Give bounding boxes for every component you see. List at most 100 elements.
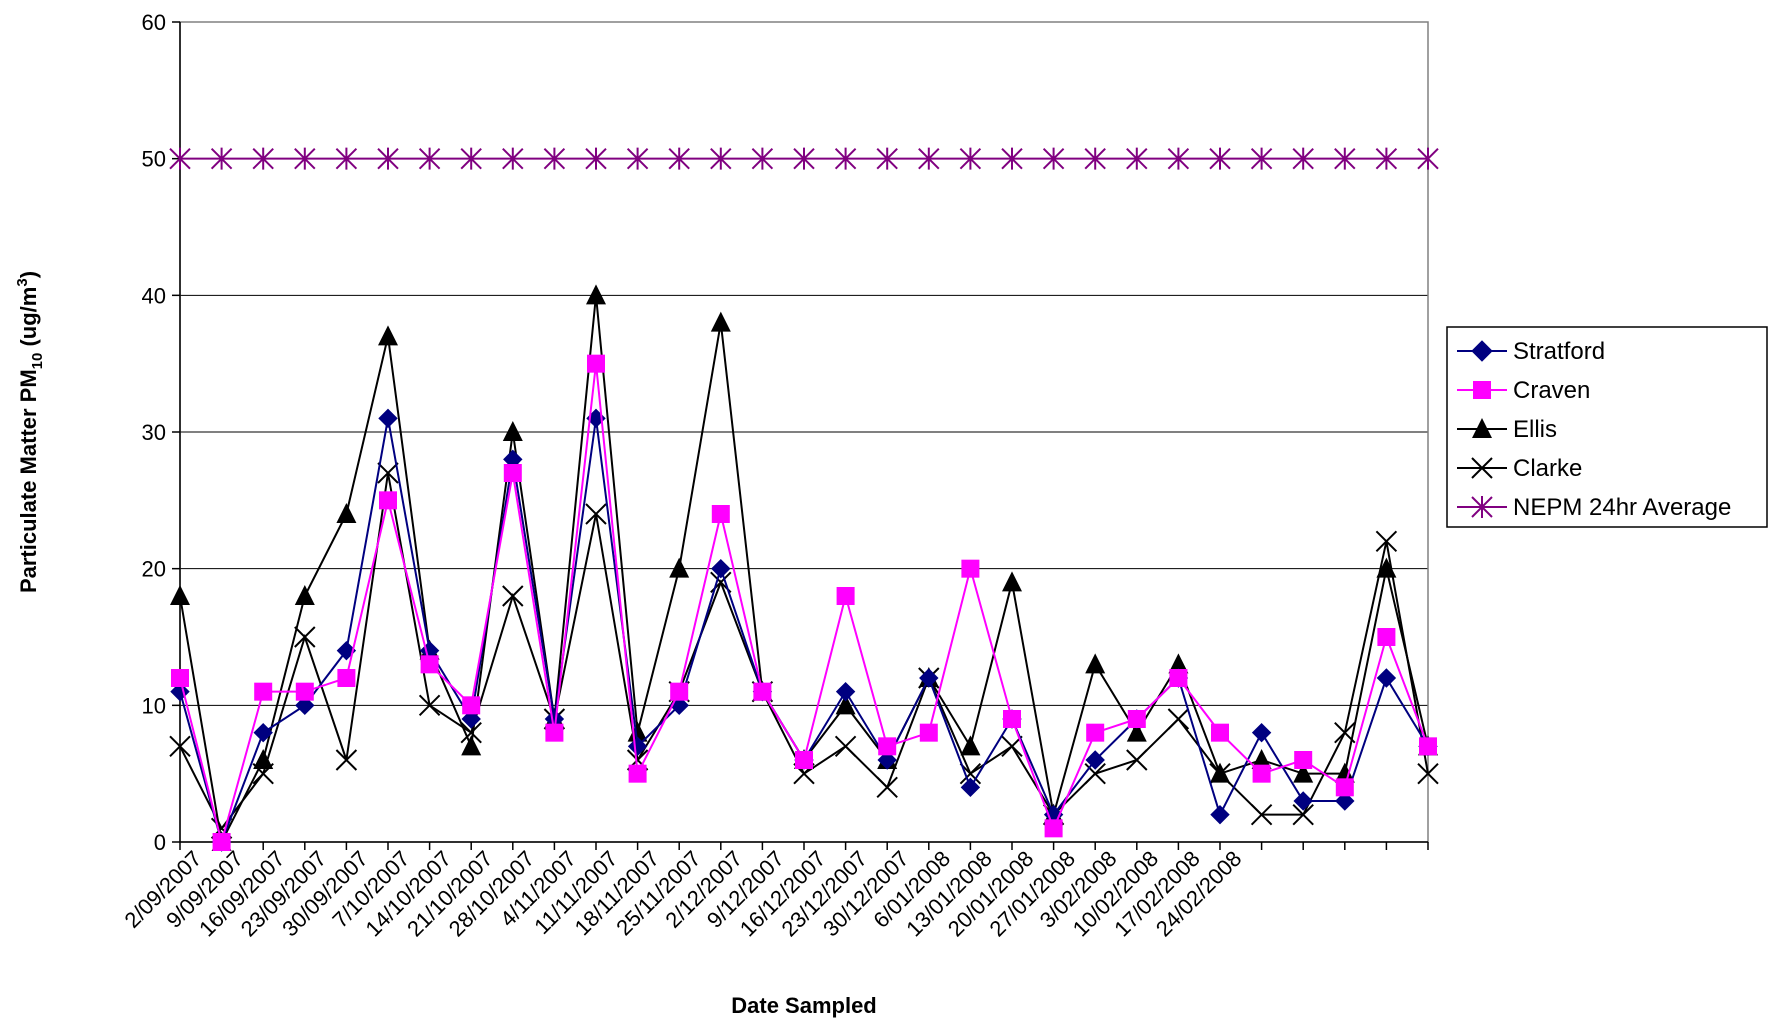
- marker-square: [1252, 764, 1271, 783]
- marker-triangle: [669, 557, 690, 578]
- legend-item: Clarke: [1457, 455, 1582, 482]
- marker-asterisk: [793, 147, 815, 170]
- y-tick-label: 20: [142, 557, 166, 582]
- marker-triangle: [1376, 557, 1397, 578]
- marker-triangle: [461, 735, 482, 756]
- marker-x: [335, 749, 358, 771]
- marker-asterisk: [460, 147, 482, 170]
- marker-square: [670, 682, 689, 701]
- y-axis: 0 10 20 30 40 50 60: [142, 10, 181, 855]
- marker-triangle: [1085, 653, 1106, 674]
- marker-asterisk: [668, 147, 690, 170]
- marker-triangle: [835, 694, 856, 715]
- marker-x: [1084, 762, 1106, 785]
- marker-triangle: [378, 325, 398, 346]
- legend-label: Clarke: [1513, 455, 1582, 482]
- y-tick-label: 10: [142, 693, 166, 718]
- marker-asterisk: [294, 147, 316, 170]
- x-axis: 2/09/20079/09/200716/09/200723/09/200730…: [120, 841, 1429, 941]
- series-layer: [169, 147, 1439, 852]
- marker-triangle: [1251, 749, 1272, 769]
- legend-label: Ellis: [1513, 416, 1557, 443]
- marker-diamond: [877, 750, 897, 770]
- marker-asterisk: [1292, 147, 1314, 170]
- marker-square: [1211, 723, 1229, 742]
- legend-item: Craven: [1457, 377, 1590, 404]
- marker-asterisk: [626, 147, 649, 170]
- legend-item: Ellis: [1457, 416, 1557, 443]
- marker-square: [753, 682, 772, 701]
- marker-square: [628, 764, 647, 783]
- marker-asterisk: [585, 147, 607, 170]
- marker-asterisk: [1042, 147, 1065, 170]
- marker-square: [462, 696, 481, 715]
- marker-asterisk: [1209, 147, 1231, 170]
- marker-asterisk: [1334, 147, 1356, 170]
- marker-diamond: [378, 408, 398, 429]
- series-craven: [171, 354, 1437, 851]
- marker-diamond: [1251, 722, 1272, 743]
- marker-square: [878, 737, 897, 756]
- marker-asterisk: [335, 147, 358, 170]
- marker-square: [795, 751, 813, 769]
- series-clarke: [169, 462, 1439, 840]
- marker-triangle: [1293, 762, 1314, 783]
- marker-x: [1417, 762, 1439, 785]
- marker-diamond: [1471, 340, 1493, 362]
- marker-square: [295, 682, 314, 701]
- marker-square: [1003, 710, 1021, 728]
- y-axis-title: Particulate Matter PM10 (ug/m3): [14, 271, 46, 593]
- marker-square: [836, 587, 855, 605]
- marker-triangle: [336, 503, 357, 523]
- marker-square: [919, 723, 938, 742]
- marker-x: [1126, 749, 1148, 771]
- marker-x: [1001, 735, 1023, 758]
- marker-x: [418, 694, 441, 717]
- marker-square: [961, 559, 980, 578]
- marker-diamond: [253, 722, 273, 743]
- marker-asterisk: [876, 147, 898, 170]
- marker-diamond: [295, 695, 315, 716]
- marker-diamond: [627, 736, 648, 757]
- marker-square: [420, 655, 439, 674]
- legend-box: [1446, 326, 1768, 528]
- y-tick-label: 40: [142, 283, 166, 308]
- marker-asterisk: [210, 147, 233, 170]
- marker-diamond: [1335, 791, 1355, 811]
- marker-square: [1419, 737, 1437, 756]
- marker-triangle: [1210, 762, 1230, 783]
- marker-x: [876, 776, 898, 799]
- marker-square: [587, 354, 605, 373]
- marker-x: [1167, 708, 1190, 730]
- y-tick-label: 0: [154, 830, 166, 855]
- marker-triangle: [586, 284, 606, 305]
- marker-x: [377, 462, 399, 484]
- marker-square: [1335, 778, 1354, 797]
- series-stratford: [170, 408, 1438, 852]
- marker-diamond: [1376, 668, 1397, 688]
- marker-x: [1292, 803, 1314, 826]
- marker-asterisk: [751, 147, 774, 170]
- marker-triangle: [1168, 653, 1189, 674]
- marker-square: [379, 491, 397, 510]
- marker-triangle: [1472, 418, 1492, 438]
- marker-asterisk: [1250, 147, 1273, 170]
- marker-triangle: [170, 585, 190, 605]
- marker-asterisk: [710, 147, 732, 170]
- marker-triangle: [627, 721, 648, 742]
- marker-square: [1169, 669, 1188, 687]
- marker-square: [212, 833, 231, 851]
- marker-asterisk: [834, 147, 857, 170]
- marker-square: [1086, 723, 1105, 742]
- marker-square: [1377, 628, 1396, 646]
- legend-item: NEPM 24hr Average: [1457, 494, 1731, 521]
- marker-x: [585, 503, 607, 525]
- marker-square: [1473, 381, 1491, 399]
- marker-x: [460, 721, 482, 744]
- marker-triangle: [1002, 571, 1022, 592]
- marker-asterisk: [1126, 147, 1148, 170]
- series-line: [179, 418, 1429, 846]
- marker-diamond: [919, 668, 939, 688]
- marker-asterisk: [1375, 147, 1398, 170]
